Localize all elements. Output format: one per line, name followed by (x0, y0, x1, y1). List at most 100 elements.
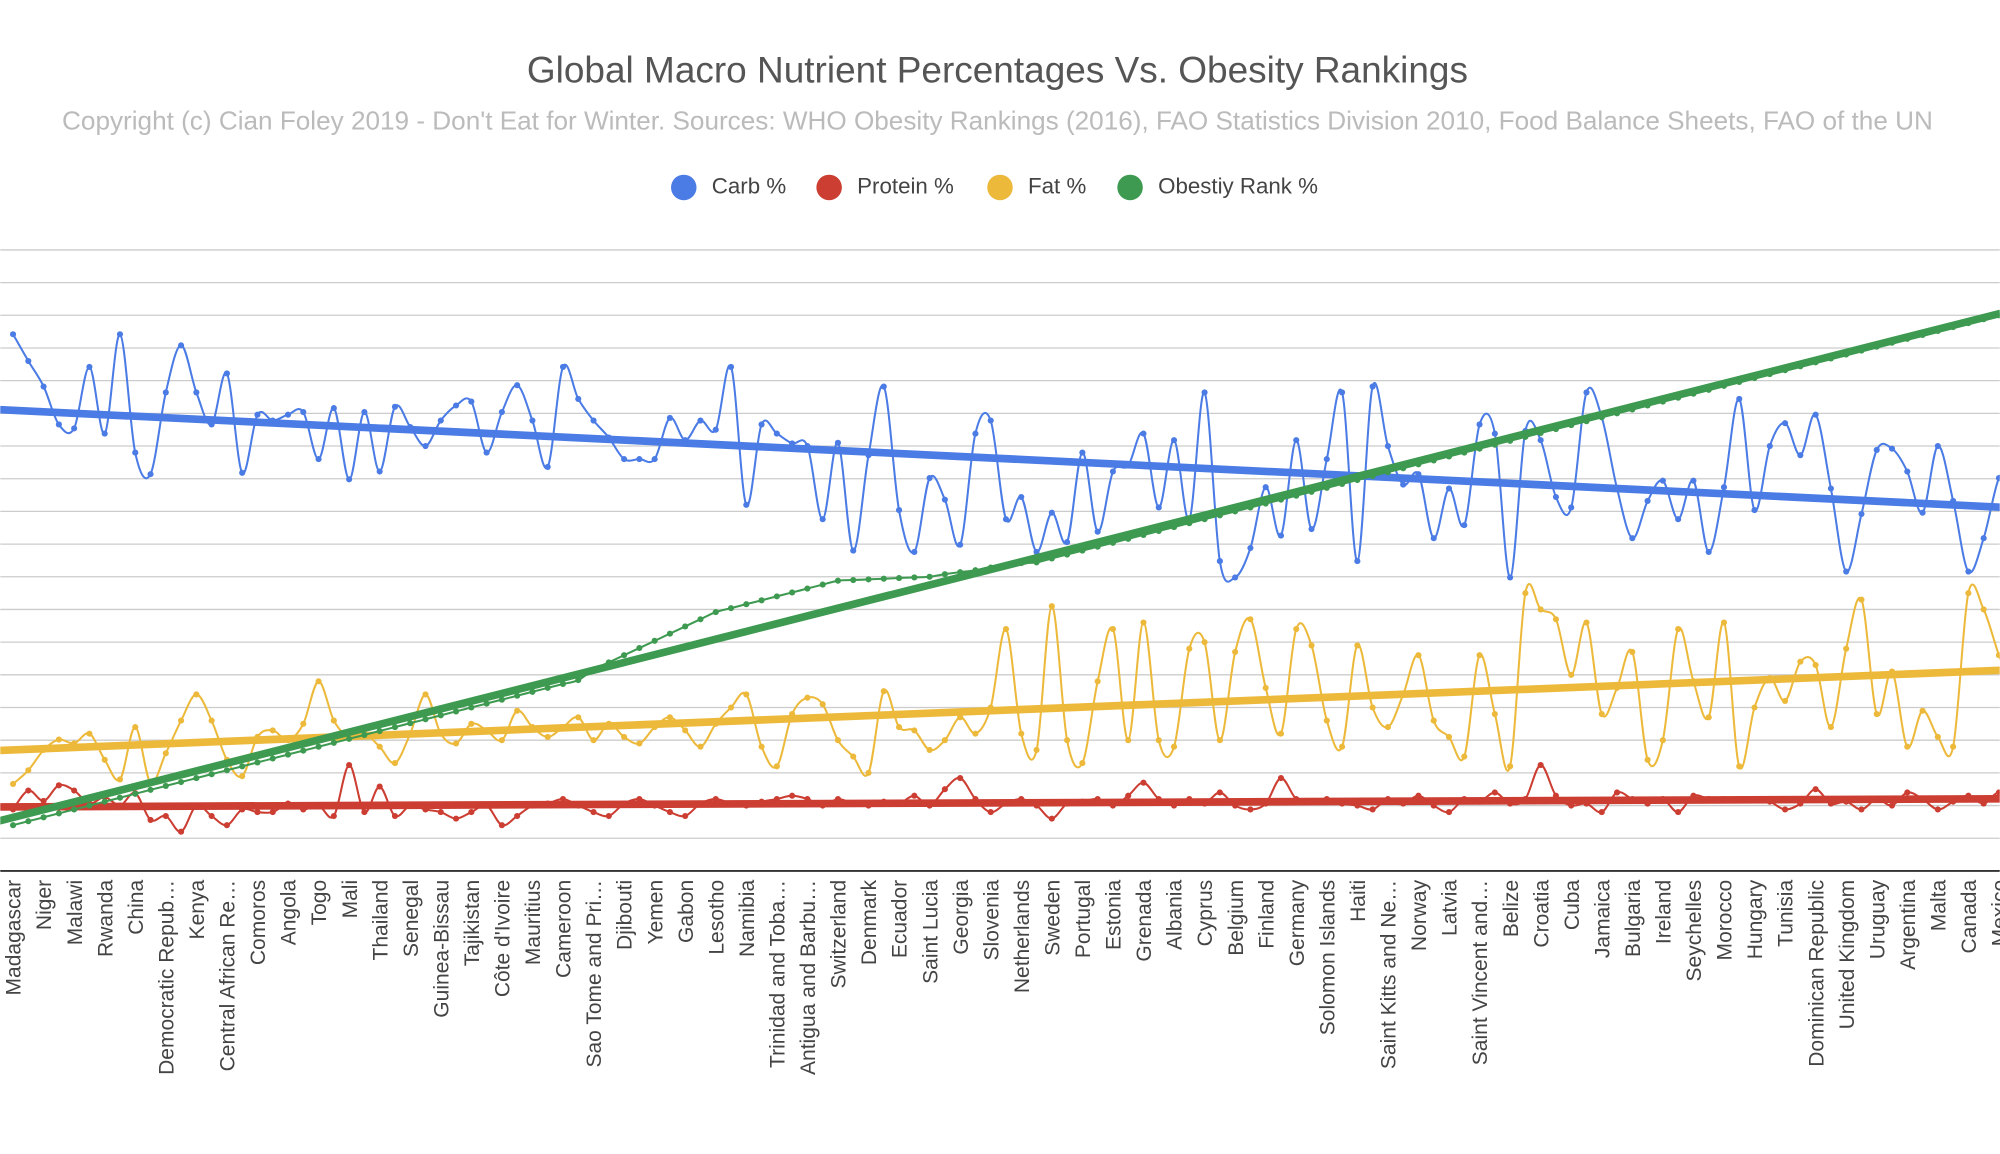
data-point (1064, 551, 1071, 558)
data-point (636, 795, 643, 803)
data-point (895, 800, 903, 807)
data-point (1629, 648, 1636, 655)
x-tick-label: Belize (1500, 880, 1523, 937)
data-point (254, 809, 261, 816)
data-point (1369, 806, 1376, 813)
data-point (1186, 645, 1193, 652)
data-point (1125, 737, 1132, 744)
data-point (86, 802, 93, 809)
data-point (804, 795, 811, 803)
data-point (178, 717, 185, 724)
data-point (941, 737, 948, 744)
data-point (25, 767, 32, 774)
x-tick-label: Lesotho (705, 880, 728, 955)
data-point (1430, 717, 1437, 724)
data-point (1675, 516, 1682, 523)
data-point (1766, 675, 1773, 682)
data-point (529, 688, 536, 695)
data-point (376, 743, 383, 750)
data-point (55, 736, 62, 743)
data-point (1537, 429, 1544, 437)
data-point (1782, 697, 1789, 705)
data-point (1140, 619, 1147, 626)
data-point (957, 569, 964, 576)
data-point (422, 442, 429, 450)
data-point (1522, 433, 1529, 440)
data-point (147, 816, 154, 823)
data-point (590, 737, 597, 744)
x-tick-label: Sao Tome and Pri… (583, 880, 606, 1068)
data-point (1354, 476, 1361, 484)
data-point (101, 798, 108, 805)
data-point (346, 476, 353, 483)
data-point (132, 449, 139, 456)
data-point (86, 363, 93, 370)
legend-swatch (816, 174, 842, 201)
data-point (1980, 606, 1987, 613)
data-point (178, 778, 185, 786)
data-point (895, 507, 903, 514)
data-point (1598, 414, 1605, 421)
data-point (1812, 359, 1819, 366)
data-point (1950, 497, 1957, 504)
data-point (1308, 488, 1315, 495)
data-point (1537, 437, 1544, 444)
data-point (712, 720, 719, 727)
data-point (727, 800, 735, 807)
data-point (697, 616, 704, 623)
data-point (1216, 737, 1223, 744)
x-tick-label: Grenada (1133, 880, 1156, 962)
data-point (391, 812, 399, 820)
data-point (300, 408, 307, 416)
x-tick-label: Mauritius (522, 880, 545, 965)
x-tick-label: Kenya (186, 880, 209, 940)
data-point (1812, 786, 1819, 793)
data-point (223, 370, 230, 377)
data-point (1323, 795, 1330, 803)
data-point (1812, 661, 1819, 669)
data-point (239, 773, 246, 780)
data-point (193, 775, 200, 782)
data-point (25, 787, 32, 794)
data-point (1064, 800, 1071, 807)
data-point (498, 822, 505, 829)
data-point (1919, 331, 1926, 338)
data-point (468, 809, 475, 816)
data-point (1461, 795, 1468, 803)
data-point (1522, 590, 1529, 597)
x-tick-label: Sweden (1041, 880, 1064, 956)
data-point (1018, 730, 1025, 737)
data-point (682, 727, 689, 734)
data-point (1018, 795, 1025, 803)
data-point (1598, 809, 1605, 816)
data-point (422, 716, 429, 723)
data-point (300, 747, 307, 754)
data-point (1201, 516, 1208, 523)
data-point (483, 449, 490, 456)
data-point (1598, 710, 1605, 718)
data-point (1430, 802, 1437, 809)
data-point (789, 440, 796, 447)
data-point (987, 564, 994, 571)
data-point (361, 408, 368, 416)
data-point (850, 753, 857, 760)
data-point (1950, 324, 1957, 331)
data-point (1415, 461, 1422, 468)
data-point (1827, 800, 1834, 807)
data-point (544, 463, 551, 471)
data-point (437, 712, 444, 719)
data-point (1797, 658, 1804, 665)
data-point (1705, 386, 1712, 393)
data-point (712, 795, 719, 803)
data-point (1109, 802, 1116, 809)
data-point (819, 802, 826, 809)
data-point (1140, 531, 1147, 538)
chart-subtitle: Copyright (c) Cian Foley 2019 - Don't Ea… (62, 105, 1933, 135)
data-point (1934, 442, 1941, 450)
data-point (1400, 465, 1407, 472)
x-tick-label: Madagascar (3, 880, 26, 996)
data-point (1018, 559, 1025, 567)
data-point (1415, 471, 1422, 478)
legend: Carb % Protein % Fat % Obestiy Rank % (671, 173, 1318, 201)
